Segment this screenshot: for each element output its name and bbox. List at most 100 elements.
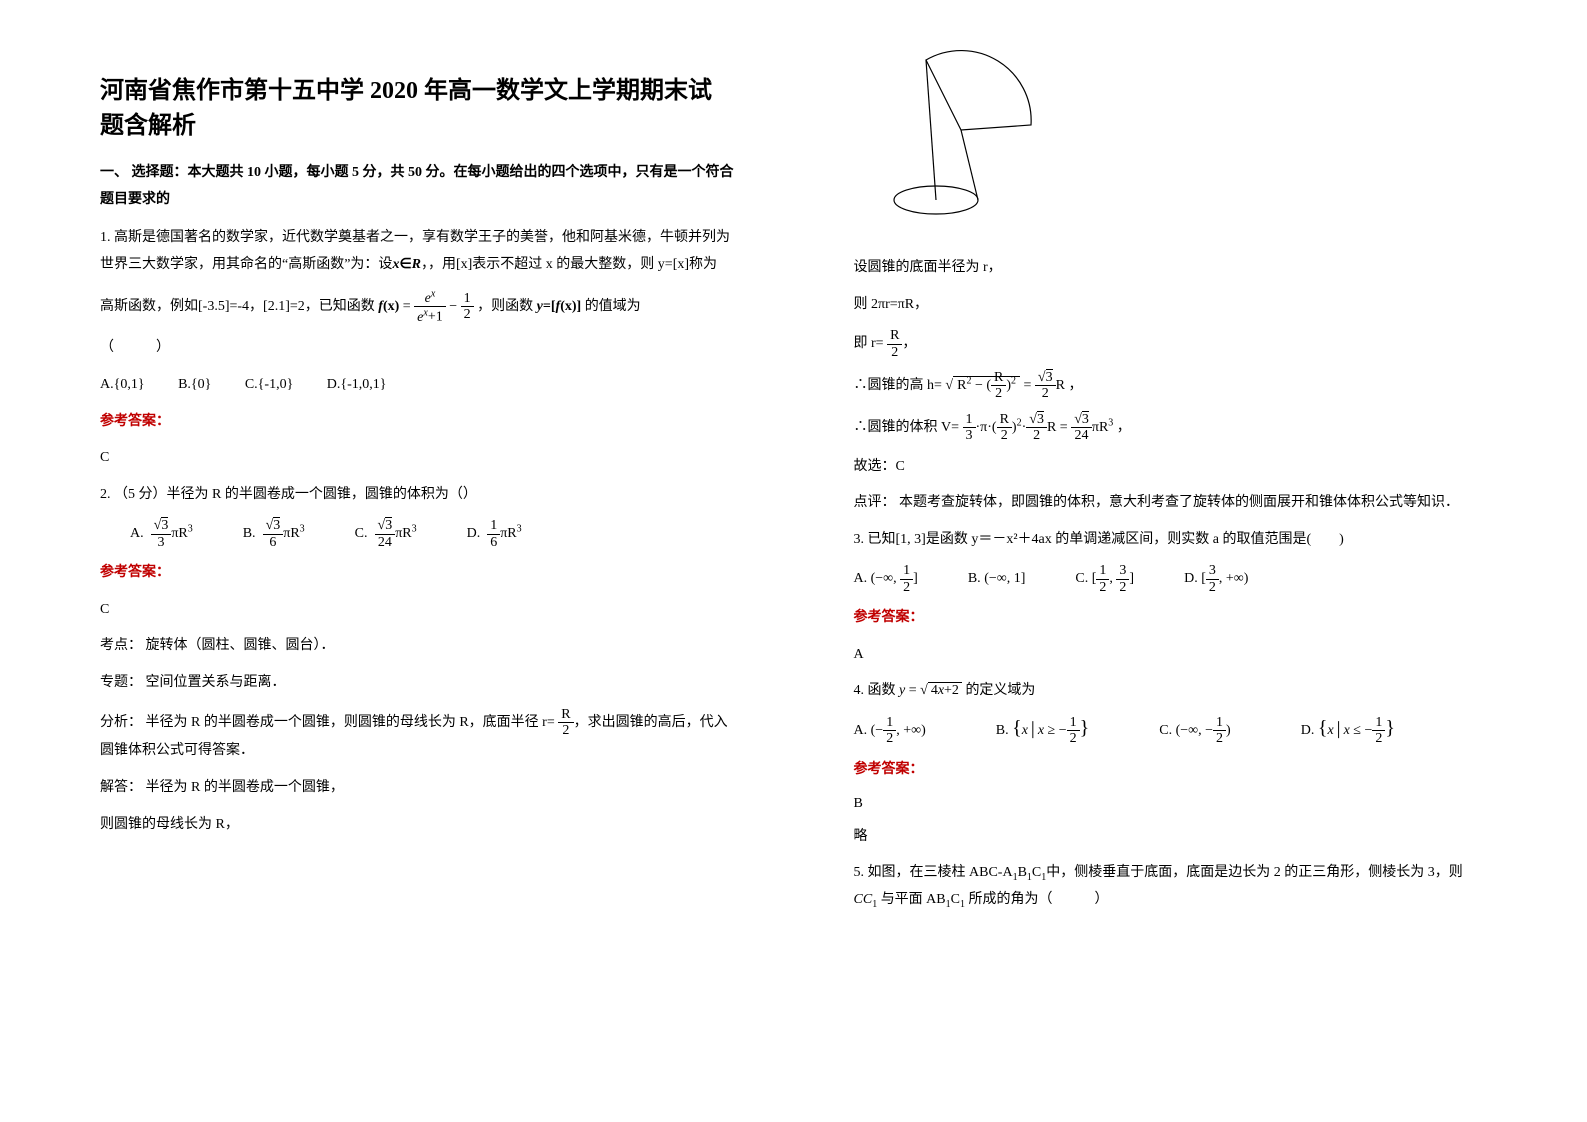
r-dp-label: 点评：: [854, 495, 896, 510]
r-line4-b: ，: [1068, 378, 1082, 393]
r-line3-b: ，: [902, 336, 916, 351]
q3-opt-a-formula: (−∞, 12]: [871, 563, 918, 595]
r-line4: ∴圆锥的高 h= √R2 − (R2)2 = √32R ，: [854, 370, 1488, 402]
q1-line1: 1. 高斯是德国著名的数学家，近代数学奠基者之一，享有数学王子的美誉，他和阿基米…: [100, 225, 734, 278]
q2-opt-d-formula: 16πR3: [487, 518, 521, 550]
q2-options: A. √33πR3 B. √36πR3 C. √324πR3 D.: [130, 518, 734, 550]
q1-text-c: ，则函数: [477, 299, 533, 314]
r-dp-text: 本题考查旋转体，即圆锥的体积，意大利考查了旋转体的侧面展开和锥体体积公式等知识．: [899, 495, 1459, 510]
q3-opt-c-label: C.: [1075, 571, 1088, 587]
q2-fenxi: 分析： 半径为 R 的半圆卷成一个圆锥，则圆锥的母线长为 R，底面半径 r= R…: [100, 707, 734, 765]
q1-paren: （ ）: [100, 335, 734, 362]
q4-opt-a-formula: (−12, +∞): [871, 715, 926, 747]
q2-opt-a: A. √33πR3: [130, 518, 193, 550]
q2-opt-c: C. √324πR3: [355, 518, 417, 550]
q2-fx-text-a: 半径为 R 的半圆卷成一个圆锥，则圆锥的母线长为 R，底面半径 r=: [146, 715, 555, 730]
q4-opt-d-label: D.: [1301, 723, 1315, 739]
q1-answer: C: [100, 445, 734, 472]
q3-opt-a-label: A.: [854, 571, 868, 587]
q2-zt-label: 专题：: [100, 675, 142, 690]
q3-opt-a: A. (−∞, 12]: [854, 563, 918, 595]
q2-opt-c-formula: √324πR3: [375, 518, 417, 550]
r-dianping: 点评： 本题考查旋转体，即圆锥的体积，意大利考查了旋转体的侧面展开和锥体体积公式…: [854, 490, 1488, 517]
q3-opt-d-formula: [32, +∞): [1201, 563, 1248, 595]
q1-opt-d: D.{-1,0,1}: [327, 377, 387, 392]
q2-opt-b-formula: √36πR3: [263, 518, 305, 550]
r-line4-formula: √R2 − (R2)2 = √32R: [945, 378, 1068, 393]
q3-opt-d: D. [32, +∞): [1184, 563, 1248, 595]
r-line5-formula: 13·π·(R2)2·√32R = √324πR3: [963, 420, 1117, 435]
q1-inline-formula-1: x∈R，: [392, 257, 428, 272]
r-line3: 即 r= R2，: [854, 328, 1488, 360]
q2-opt-c-label: C.: [355, 526, 368, 542]
q4-opt-d: D. {x│x ≤ −12}: [1301, 715, 1395, 747]
q4-formula: y = √4x+2: [899, 682, 962, 698]
q2-zhuanti: 专题： 空间位置关系与距离．: [100, 670, 734, 697]
q5-b: B: [1018, 865, 1027, 880]
q5-c: C: [1032, 865, 1041, 880]
q3-stem: 3. 已知[1, 3]是函数 y＝－x²＋4ax 的单调递减区间，则实数 a 的…: [854, 527, 1488, 554]
q1-options: A.{0,1} B.{0} C.{-1,0} D.{-1,0,1}: [100, 372, 734, 399]
q4-stem-a: 4. 函数: [854, 683, 896, 698]
cone-diagram: [866, 40, 1488, 235]
section-heading: 一、 选择题：本大题共 10 小题，每小题 5 分，共 50 分。在每小题给出的…: [100, 160, 734, 213]
r-line3-frac: R2: [887, 336, 902, 351]
q1-answer-label: 参考答案：: [100, 409, 734, 436]
q2-fx-frac: R2: [558, 715, 573, 730]
q4-opt-c-label: C.: [1159, 723, 1172, 739]
q2-zt-text: 空间位置关系与距离．: [146, 675, 286, 690]
q2-opt-d: D. 16πR3: [467, 518, 522, 550]
left-column: 河南省焦作市第十五中学 2020 年高一数学文上学期期末试题含解析 一、 选择题…: [0, 0, 794, 964]
q2-jd-text2: 则圆锥的母线长为 R，: [100, 812, 734, 839]
r-line5-b: ，: [1117, 420, 1131, 435]
q4-answer: B: [854, 791, 1488, 818]
q1-opt-c: C.{-1,0}: [245, 377, 293, 392]
q4-options: A. (−12, +∞) B. {x│x ≥ −12} C. (−∞, −12)…: [854, 715, 1488, 747]
q5-stem: 5. 如图，在三棱柱 ABC-A1B1C1中，侧棱垂直于底面，底面是边长为 2 …: [854, 860, 1488, 914]
q3-opt-b: B. (−∞, 1]: [968, 571, 1026, 587]
q3-answer: A: [854, 642, 1488, 669]
q1-formula-fx: f(x) = exex+1 − 12: [378, 299, 477, 314]
q2-opt-b: B. √36πR3: [243, 518, 305, 550]
q2-kd-text: 旋转体（圆柱、圆锥、圆台）．: [146, 638, 335, 653]
r-line5: ∴圆锥的体积 V= 13·π·(R2)2·√32R = √324πR3 ，: [854, 412, 1488, 444]
q2-kd-label: 考点：: [100, 638, 142, 653]
q2-answer-label: 参考答案：: [100, 560, 734, 587]
q4-stem: 4. 函数 y = √4x+2 的定义域为: [854, 678, 1488, 705]
q5-h: 所成的角为（ ）: [965, 892, 1109, 907]
q4-answer-label: 参考答案：: [854, 757, 1488, 784]
q3-answer-label: 参考答案：: [854, 605, 1488, 632]
r-line2: 则 2πr=πR，: [854, 292, 1488, 319]
q3-options: A. (−∞, 12] B. (−∞, 1] C. [12, 32] D. [3…: [854, 563, 1488, 595]
r-line6: 故选：C: [854, 454, 1488, 481]
q1-opt-a: A.{0,1}: [100, 377, 145, 392]
q1-text-d: 的值域为: [585, 299, 641, 314]
r-line5-a: ∴圆锥的体积 V=: [854, 420, 960, 435]
q3-opt-b-label: B.: [968, 571, 981, 587]
q1-opt-b: B.{0}: [178, 377, 211, 392]
r-line1: 设圆锥的底面半径为 r，: [854, 255, 1488, 282]
q4-opt-b-formula: {x│x ≥ −12}: [1012, 715, 1089, 747]
q4-opt-d-formula: {x│x ≤ −12}: [1318, 715, 1395, 747]
q4-opt-c-formula: (−∞, −12): [1176, 715, 1231, 747]
q3-opt-c: C. [12, 32]: [1075, 563, 1134, 595]
q3-opt-c-formula: [12, 32]: [1092, 563, 1134, 595]
right-column: 设圆锥的底面半径为 r， 则 2πr=πR， 即 r= R2， ∴圆锥的高 h=…: [794, 0, 1587, 964]
q2-jd-label: 解答：: [100, 780, 142, 795]
q4-opt-a: A. (−12, +∞): [854, 715, 926, 747]
q4-opt-b: B. {x│x ≥ −12}: [996, 715, 1090, 747]
q2-kaodian: 考点： 旋转体（圆柱、圆锥、圆台）．: [100, 633, 734, 660]
q5-f: 与平面 AB: [877, 892, 945, 907]
exam-page: 河南省焦作市第十五中学 2020 年高一数学文上学期期末试题含解析 一、 选择题…: [0, 0, 1587, 964]
q4-opt-c: C. (−∞, −12): [1159, 715, 1230, 747]
q5-g: C: [951, 892, 960, 907]
q4-opt-b-label: B.: [996, 723, 1009, 739]
q3-opt-d-label: D.: [1184, 571, 1198, 587]
q4-stem-b: 的定义域为: [965, 683, 1035, 698]
q4-answer2: 略: [854, 824, 1488, 851]
q2-opt-d-label: D.: [467, 526, 481, 542]
q3-opt-b-formula: (−∞, 1]: [984, 571, 1025, 587]
r-line3-a: 即 r=: [854, 336, 884, 351]
q5-d: 中，侧棱垂直于底面，底面是边长为 2 的正三角形，侧棱长为 3，则: [1046, 865, 1463, 880]
q1-line2: 高斯函数，例如[-3.5]=-4，[2.1]=2，已知函数 f(x) = exe…: [100, 288, 734, 325]
